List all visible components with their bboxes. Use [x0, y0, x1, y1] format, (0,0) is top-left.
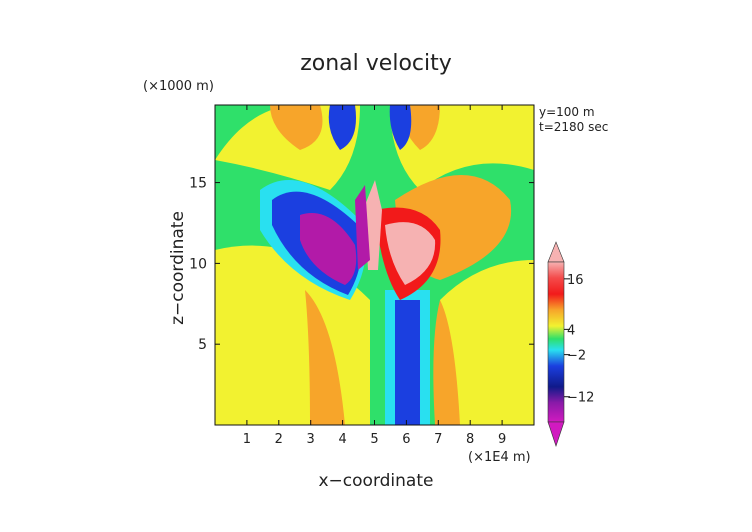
- colorbar-tick-label: −2: [567, 349, 586, 364]
- x-tick-label: 8: [466, 432, 474, 447]
- x-tick-label: 4: [338, 432, 346, 447]
- region-orange-top-left: [270, 105, 323, 150]
- heatmap: [215, 105, 534, 425]
- region-central-spike-dark: [355, 185, 370, 270]
- x-axis-ticks: 1 2 3 4 5 6 7 8 9: [243, 105, 506, 447]
- y-axis-ticks: 5 10 15: [189, 176, 534, 353]
- region-blue-top-right: [389, 105, 412, 150]
- region-pink-right-lobe: [385, 222, 436, 285]
- x-tick-label: 5: [370, 432, 378, 447]
- colorbar-tick-label: 16: [567, 273, 584, 288]
- x-tick-label: 7: [434, 432, 442, 447]
- colorbar-tick-label: −12: [567, 391, 594, 406]
- region-magenta-left-lobe: [300, 213, 357, 285]
- x-tick-label: 6: [402, 432, 410, 447]
- x-axis-label: x−coordinate: [319, 471, 434, 491]
- colorbar-ticks: 16 4 −2 −12: [564, 273, 594, 406]
- x-tick-label: 1: [243, 432, 251, 447]
- y-axis-label: z−coordinate: [168, 211, 188, 325]
- annotation-t: t=2180 sec: [539, 120, 608, 134]
- y-tick-label: 5: [198, 337, 207, 353]
- region-lower-yellow-right: [440, 260, 534, 425]
- colorbar-bottom-triangle: [547, 421, 565, 447]
- colorbar-top-triangle: [547, 241, 565, 263]
- chart-title: zonal velocity: [300, 51, 452, 76]
- colorbar-tick-label: 4: [567, 323, 575, 338]
- x-tick-label: 3: [307, 432, 315, 447]
- x-units-label: (×1E4 m): [468, 450, 531, 465]
- region-orange-left: [305, 290, 345, 425]
- colorbar-body: [547, 261, 565, 423]
- colorbar: 16 4 −2 −12: [547, 241, 594, 447]
- region-central-spike: [365, 180, 382, 270]
- annotation-y: y=100 m: [539, 105, 595, 119]
- y-tick-label: 15: [189, 176, 207, 192]
- x-tick-label: 2: [275, 432, 283, 447]
- region-upper-yellow-left: [215, 105, 360, 190]
- region-blue-center: [395, 300, 420, 425]
- y-tick-label: 10: [189, 256, 207, 272]
- x-tick-label: 9: [498, 432, 506, 447]
- y-units-label: (×1000 m): [143, 79, 214, 94]
- region-orange-right-low: [433, 300, 460, 425]
- region-blue-top-left: [328, 105, 356, 150]
